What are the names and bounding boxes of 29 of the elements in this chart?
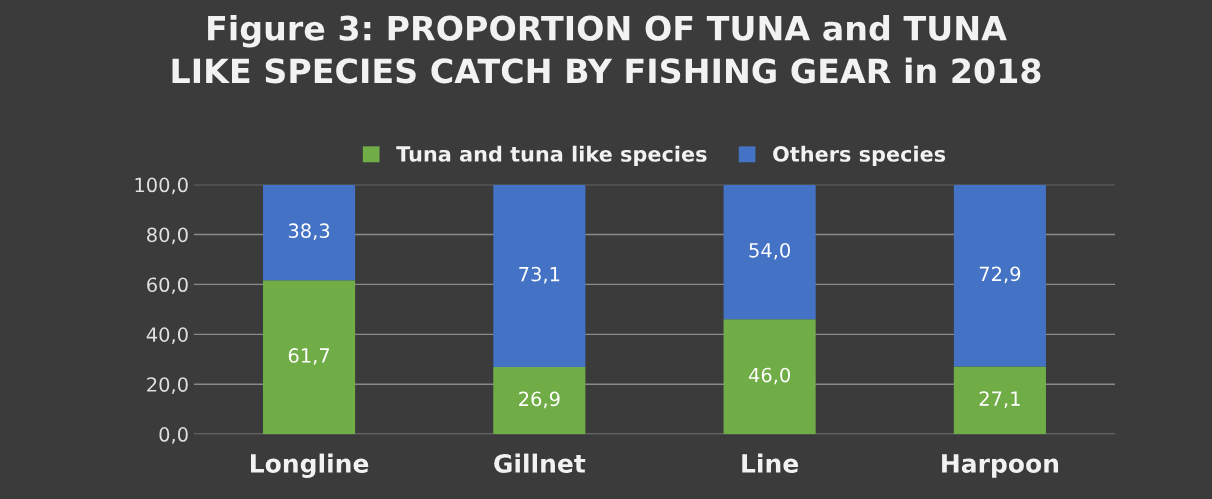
- y-tick-label: 40,0: [146, 327, 188, 344]
- y-tick-label: 80,0: [147, 227, 188, 245]
- y-tick-label: 0,0: [159, 427, 188, 444]
- bar: [493, 184, 586, 368]
- bar: [953, 366, 1046, 435]
- x-tick-label: Gillnet: [494, 453, 586, 473]
- data-label: 54,0: [749, 242, 790, 260]
- legend-label: Tuna and tuna like species: [396, 145, 707, 166]
- data-label: 38,3: [288, 223, 330, 241]
- bar: [723, 184, 816, 320]
- y-tick-label: 60,0: [147, 277, 188, 295]
- x-tick-label: Harpoon: [942, 454, 1059, 478]
- data-label: 27,1: [979, 391, 1020, 408]
- x-tick-label: Line: [742, 453, 799, 473]
- bar: [263, 280, 356, 435]
- legend-label: Others species: [773, 145, 946, 166]
- data-label: 61,7: [288, 348, 330, 365]
- y-tick-label: 100,0: [135, 177, 188, 195]
- bar: [263, 184, 356, 281]
- data-label: 72,9: [979, 266, 1021, 284]
- x-tick-label: Longline: [251, 453, 369, 478]
- data-label: 46,0: [748, 367, 790, 385]
- data-label: 73,1: [519, 266, 560, 284]
- data-label: 26,9: [519, 391, 560, 409]
- bar: [953, 184, 1046, 367]
- chart-title: Figure 3: PROPORTION OF TUNA and TUNA LIKE SPECIES CATCH BY FISHING GEAR in 2018: [172, 14, 1041, 84]
- y-tick-label: 20,0: [147, 377, 188, 394]
- bar: [723, 319, 816, 435]
- bar: [493, 367, 586, 435]
